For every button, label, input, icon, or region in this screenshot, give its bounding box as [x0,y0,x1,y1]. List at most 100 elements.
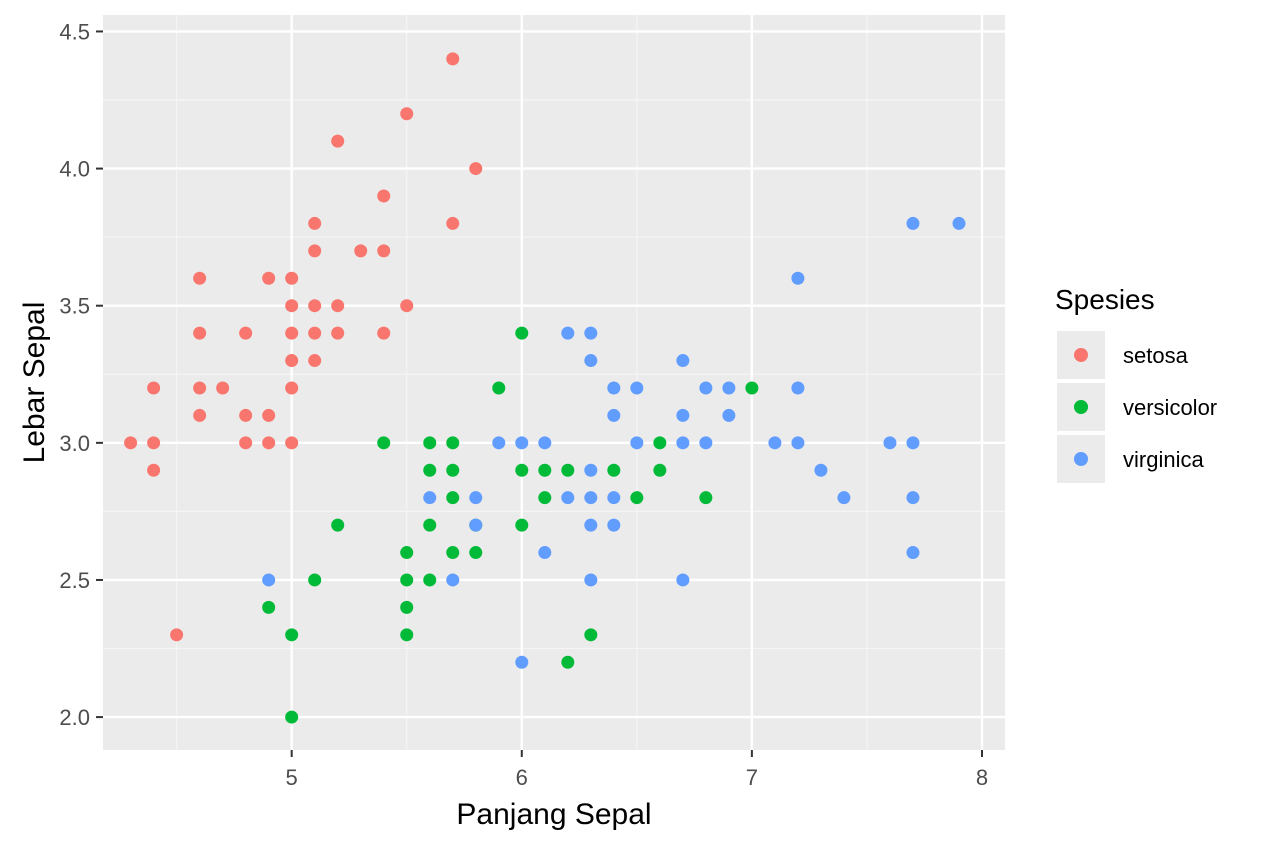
legend-title: Spesies [1055,284,1155,315]
point-virginica [676,436,690,450]
point-versicolor [538,463,552,477]
x-tick-label: 8 [976,765,988,790]
point-setosa [239,436,253,450]
y-axis: 2.0 2.5 3.0 3.5 4.0 4.5 [59,19,103,730]
point-versicolor [699,491,713,505]
point-virginica [630,436,644,450]
point-virginica [630,381,644,395]
point-virginica [584,573,598,587]
point-setosa [308,244,322,258]
point-virginica [607,491,621,505]
point-virginica [791,436,805,450]
point-setosa [308,326,322,340]
point-setosa [193,271,207,285]
point-versicolor [285,710,299,724]
point-virginica [791,381,805,395]
point-virginica [469,518,483,532]
point-virginica [262,573,276,587]
point-virginica [699,381,713,395]
point-setosa [147,381,161,395]
y-tick-label: 4.0 [59,157,90,182]
point-virginica [722,408,736,422]
point-virginica [814,463,828,477]
point-setosa [377,326,391,340]
point-versicolor [400,600,414,614]
point-virginica [584,326,598,340]
point-setosa [469,162,483,176]
point-setosa [239,326,253,340]
point-setosa [377,244,391,258]
point-virginica [538,546,552,560]
point-virginica [676,354,690,368]
y-tick-label: 2.0 [59,705,90,730]
point-versicolor [515,518,529,532]
point-versicolor [630,491,644,505]
point-setosa [285,299,299,313]
point-setosa [147,463,161,477]
point-setosa [400,299,414,313]
x-axis-title: Panjang Sepal [456,798,651,831]
y-tick-label: 3.0 [59,431,90,456]
point-setosa [308,354,322,368]
point-versicolor [400,573,414,587]
point-versicolor [285,628,299,642]
legend-swatch-virginica [1074,452,1088,466]
point-setosa [147,436,161,450]
point-virginica [906,491,920,505]
point-setosa [216,381,230,395]
point-setosa [285,381,299,395]
point-virginica [952,216,966,230]
legend-swatch-setosa [1074,348,1088,362]
point-virginica [722,381,736,395]
point-virginica [768,436,782,450]
point-virginica [676,408,690,422]
point-virginica [837,491,851,505]
point-setosa [446,52,460,66]
point-versicolor [561,463,575,477]
point-virginica [423,491,437,505]
point-virginica [584,463,598,477]
point-setosa [262,408,276,422]
point-virginica [699,436,713,450]
point-virginica [515,436,529,450]
plot-panel [103,15,1005,750]
point-versicolor [423,573,437,587]
point-versicolor [584,628,598,642]
point-virginica [515,655,529,669]
x-axis: 5 6 7 8 [286,750,988,790]
point-setosa [331,134,345,148]
point-setosa [308,216,322,230]
point-versicolor [745,381,759,395]
y-tick-label: 4.5 [59,19,90,44]
series-versicolor [262,326,759,724]
series-setosa [124,52,483,642]
point-versicolor [446,546,460,560]
point-setosa [262,436,276,450]
point-versicolor [515,326,529,340]
point-versicolor [446,436,460,450]
y-axis-title: Lebar Sepal [18,302,51,464]
point-setosa [193,326,207,340]
point-virginica [607,381,621,395]
point-virginica [492,436,506,450]
point-virginica [446,573,460,587]
point-virginica [791,271,805,285]
point-versicolor [377,436,391,450]
point-versicolor [400,628,414,642]
point-setosa [400,107,414,121]
point-virginica [584,518,598,532]
point-virginica [561,326,575,340]
point-virginica [906,216,920,230]
point-setosa [285,326,299,340]
point-versicolor [653,436,667,450]
point-virginica [906,546,920,560]
point-setosa [331,299,345,313]
point-versicolor [515,463,529,477]
data-points [124,52,966,724]
legend-label-versicolor: versicolor [1123,395,1217,420]
point-virginica [584,354,598,368]
point-virginica [584,491,598,505]
point-setosa [193,381,207,395]
legend: Spesies setosa versicolor virginica [1055,284,1217,483]
